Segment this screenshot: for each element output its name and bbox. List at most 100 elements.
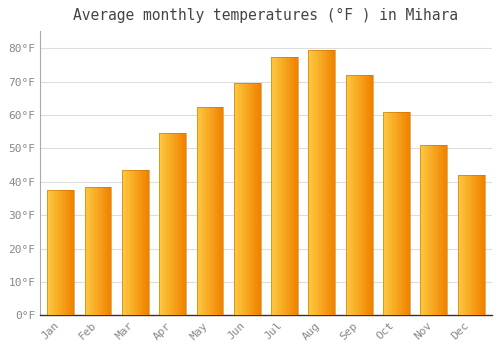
Bar	[163, 133, 164, 315]
Bar	[443, 145, 444, 315]
Bar	[58, 190, 59, 315]
Bar	[244, 83, 246, 315]
Bar	[234, 83, 260, 315]
Bar	[350, 75, 351, 315]
Bar	[332, 50, 334, 315]
Bar	[60, 190, 62, 315]
Bar	[462, 175, 463, 315]
Bar	[50, 190, 51, 315]
Bar	[184, 133, 186, 315]
Bar	[390, 112, 391, 315]
Bar	[204, 107, 206, 315]
Bar	[326, 50, 328, 315]
Bar	[472, 175, 474, 315]
Bar	[96, 187, 98, 315]
Bar	[48, 190, 50, 315]
Bar	[236, 83, 238, 315]
Bar	[72, 190, 73, 315]
Bar	[315, 50, 316, 315]
Bar	[234, 83, 235, 315]
Bar	[90, 187, 92, 315]
Bar	[278, 56, 279, 315]
Bar	[132, 170, 134, 315]
Bar	[474, 175, 475, 315]
Bar	[142, 170, 144, 315]
Bar	[440, 145, 442, 315]
Bar	[84, 187, 86, 315]
Bar	[124, 170, 126, 315]
Bar	[138, 170, 140, 315]
Bar	[275, 56, 276, 315]
Bar	[212, 107, 214, 315]
Bar	[88, 187, 90, 315]
Bar	[208, 107, 210, 315]
Bar	[395, 112, 396, 315]
Bar	[206, 107, 208, 315]
Bar	[464, 175, 466, 315]
Bar	[176, 133, 178, 315]
Bar	[68, 190, 69, 315]
Bar	[250, 83, 252, 315]
Bar	[322, 50, 323, 315]
Bar	[164, 133, 166, 315]
Bar	[310, 50, 311, 315]
Bar	[384, 112, 386, 315]
Bar	[252, 83, 254, 315]
Bar	[148, 170, 149, 315]
Bar	[198, 107, 199, 315]
Bar	[160, 133, 162, 315]
Bar	[470, 175, 471, 315]
Bar	[319, 50, 320, 315]
Bar	[428, 145, 430, 315]
Bar	[460, 175, 462, 315]
Bar	[254, 83, 256, 315]
Bar	[478, 175, 479, 315]
Bar	[408, 112, 410, 315]
Bar	[98, 187, 100, 315]
Bar	[431, 145, 432, 315]
Bar	[52, 190, 54, 315]
Bar	[216, 107, 218, 315]
Bar	[271, 56, 298, 315]
Bar	[351, 75, 352, 315]
Bar	[140, 170, 142, 315]
Bar	[271, 56, 272, 315]
Bar	[404, 112, 406, 315]
Bar	[242, 83, 243, 315]
Bar	[366, 75, 368, 315]
Bar	[134, 170, 136, 315]
Bar	[100, 187, 102, 315]
Bar	[402, 112, 403, 315]
Bar	[467, 175, 468, 315]
Bar	[423, 145, 424, 315]
Bar	[427, 145, 428, 315]
Bar	[399, 112, 400, 315]
Bar	[311, 50, 312, 315]
Bar	[168, 133, 170, 315]
Bar	[479, 175, 480, 315]
Bar	[284, 56, 286, 315]
Bar	[54, 190, 56, 315]
Bar	[56, 190, 58, 315]
Bar	[312, 50, 314, 315]
Bar	[383, 112, 410, 315]
Bar	[272, 56, 274, 315]
Bar	[468, 175, 470, 315]
Bar	[106, 187, 108, 315]
Bar	[320, 50, 322, 315]
Bar	[292, 56, 294, 315]
Bar	[92, 187, 94, 315]
Bar	[170, 133, 172, 315]
Bar	[282, 56, 283, 315]
Bar	[318, 50, 319, 315]
Bar	[483, 175, 484, 315]
Bar	[394, 112, 395, 315]
Bar	[348, 75, 350, 315]
Bar	[364, 75, 366, 315]
Bar	[392, 112, 394, 315]
Bar	[422, 145, 423, 315]
Bar	[439, 145, 440, 315]
Bar	[218, 107, 220, 315]
Bar	[406, 112, 407, 315]
Bar	[294, 56, 296, 315]
